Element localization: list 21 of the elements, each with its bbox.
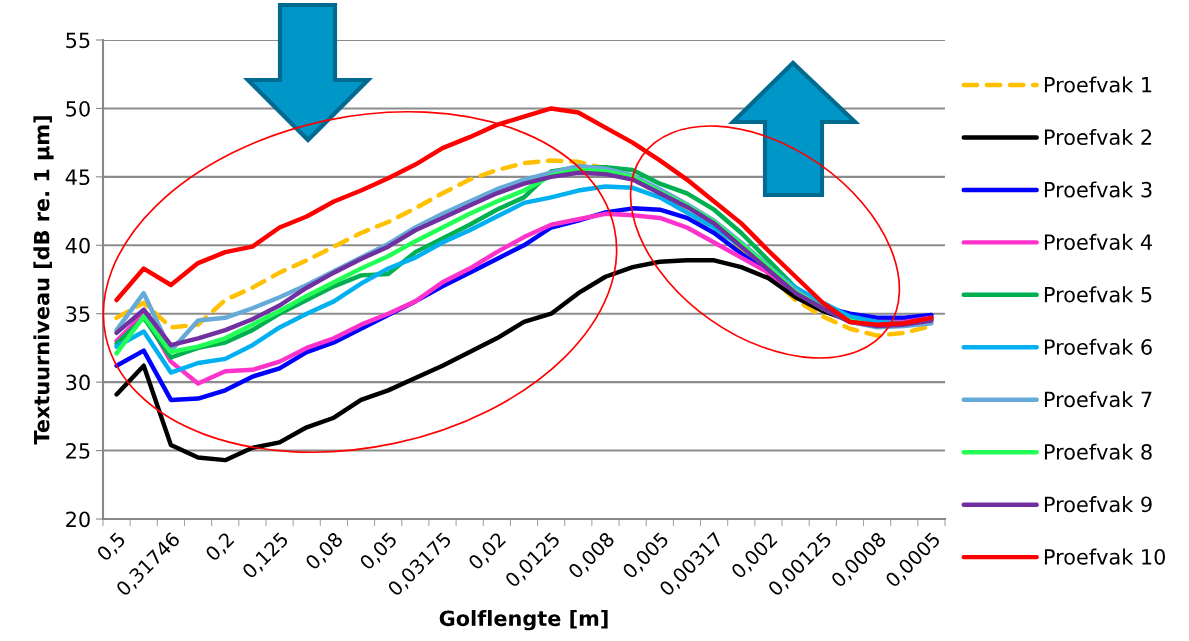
legend-label: Proefvak 9: [1044, 496, 1152, 513]
legend-label: Proefvak 4: [1044, 233, 1152, 250]
y-tick-label: 30: [66, 374, 90, 391]
y-axis-title: Textuurniveau [dB re. 1 µm]: [33, 116, 54, 445]
y-tick-label: 55: [66, 32, 90, 49]
y-tick-label: 25: [66, 443, 90, 459]
legend-label: Proefvak 3: [1044, 181, 1152, 198]
legend-label: Proefvak 10: [1044, 548, 1166, 565]
legend-label: Proefvak 8: [1044, 443, 1152, 460]
y-tick-label: 50: [66, 100, 90, 117]
y-tick-label: 40: [65, 237, 90, 254]
y-tick-label: 20: [66, 511, 90, 528]
legend-label: Proefvak 6: [1044, 338, 1152, 355]
legend-label: Proefvak 1: [1044, 76, 1152, 93]
y-tick-label: 35: [66, 306, 90, 322]
legend-label: Proefvak 5: [1044, 286, 1152, 303]
x-axis-title: Golflengte [m]: [439, 610, 608, 631]
legend-label: Proefvak 2: [1044, 128, 1152, 146]
x-tick-label: 0,2: [204, 531, 236, 564]
y-tick-label: 45: [65, 169, 90, 186]
legend-label: Proefvak 7: [1044, 391, 1152, 408]
